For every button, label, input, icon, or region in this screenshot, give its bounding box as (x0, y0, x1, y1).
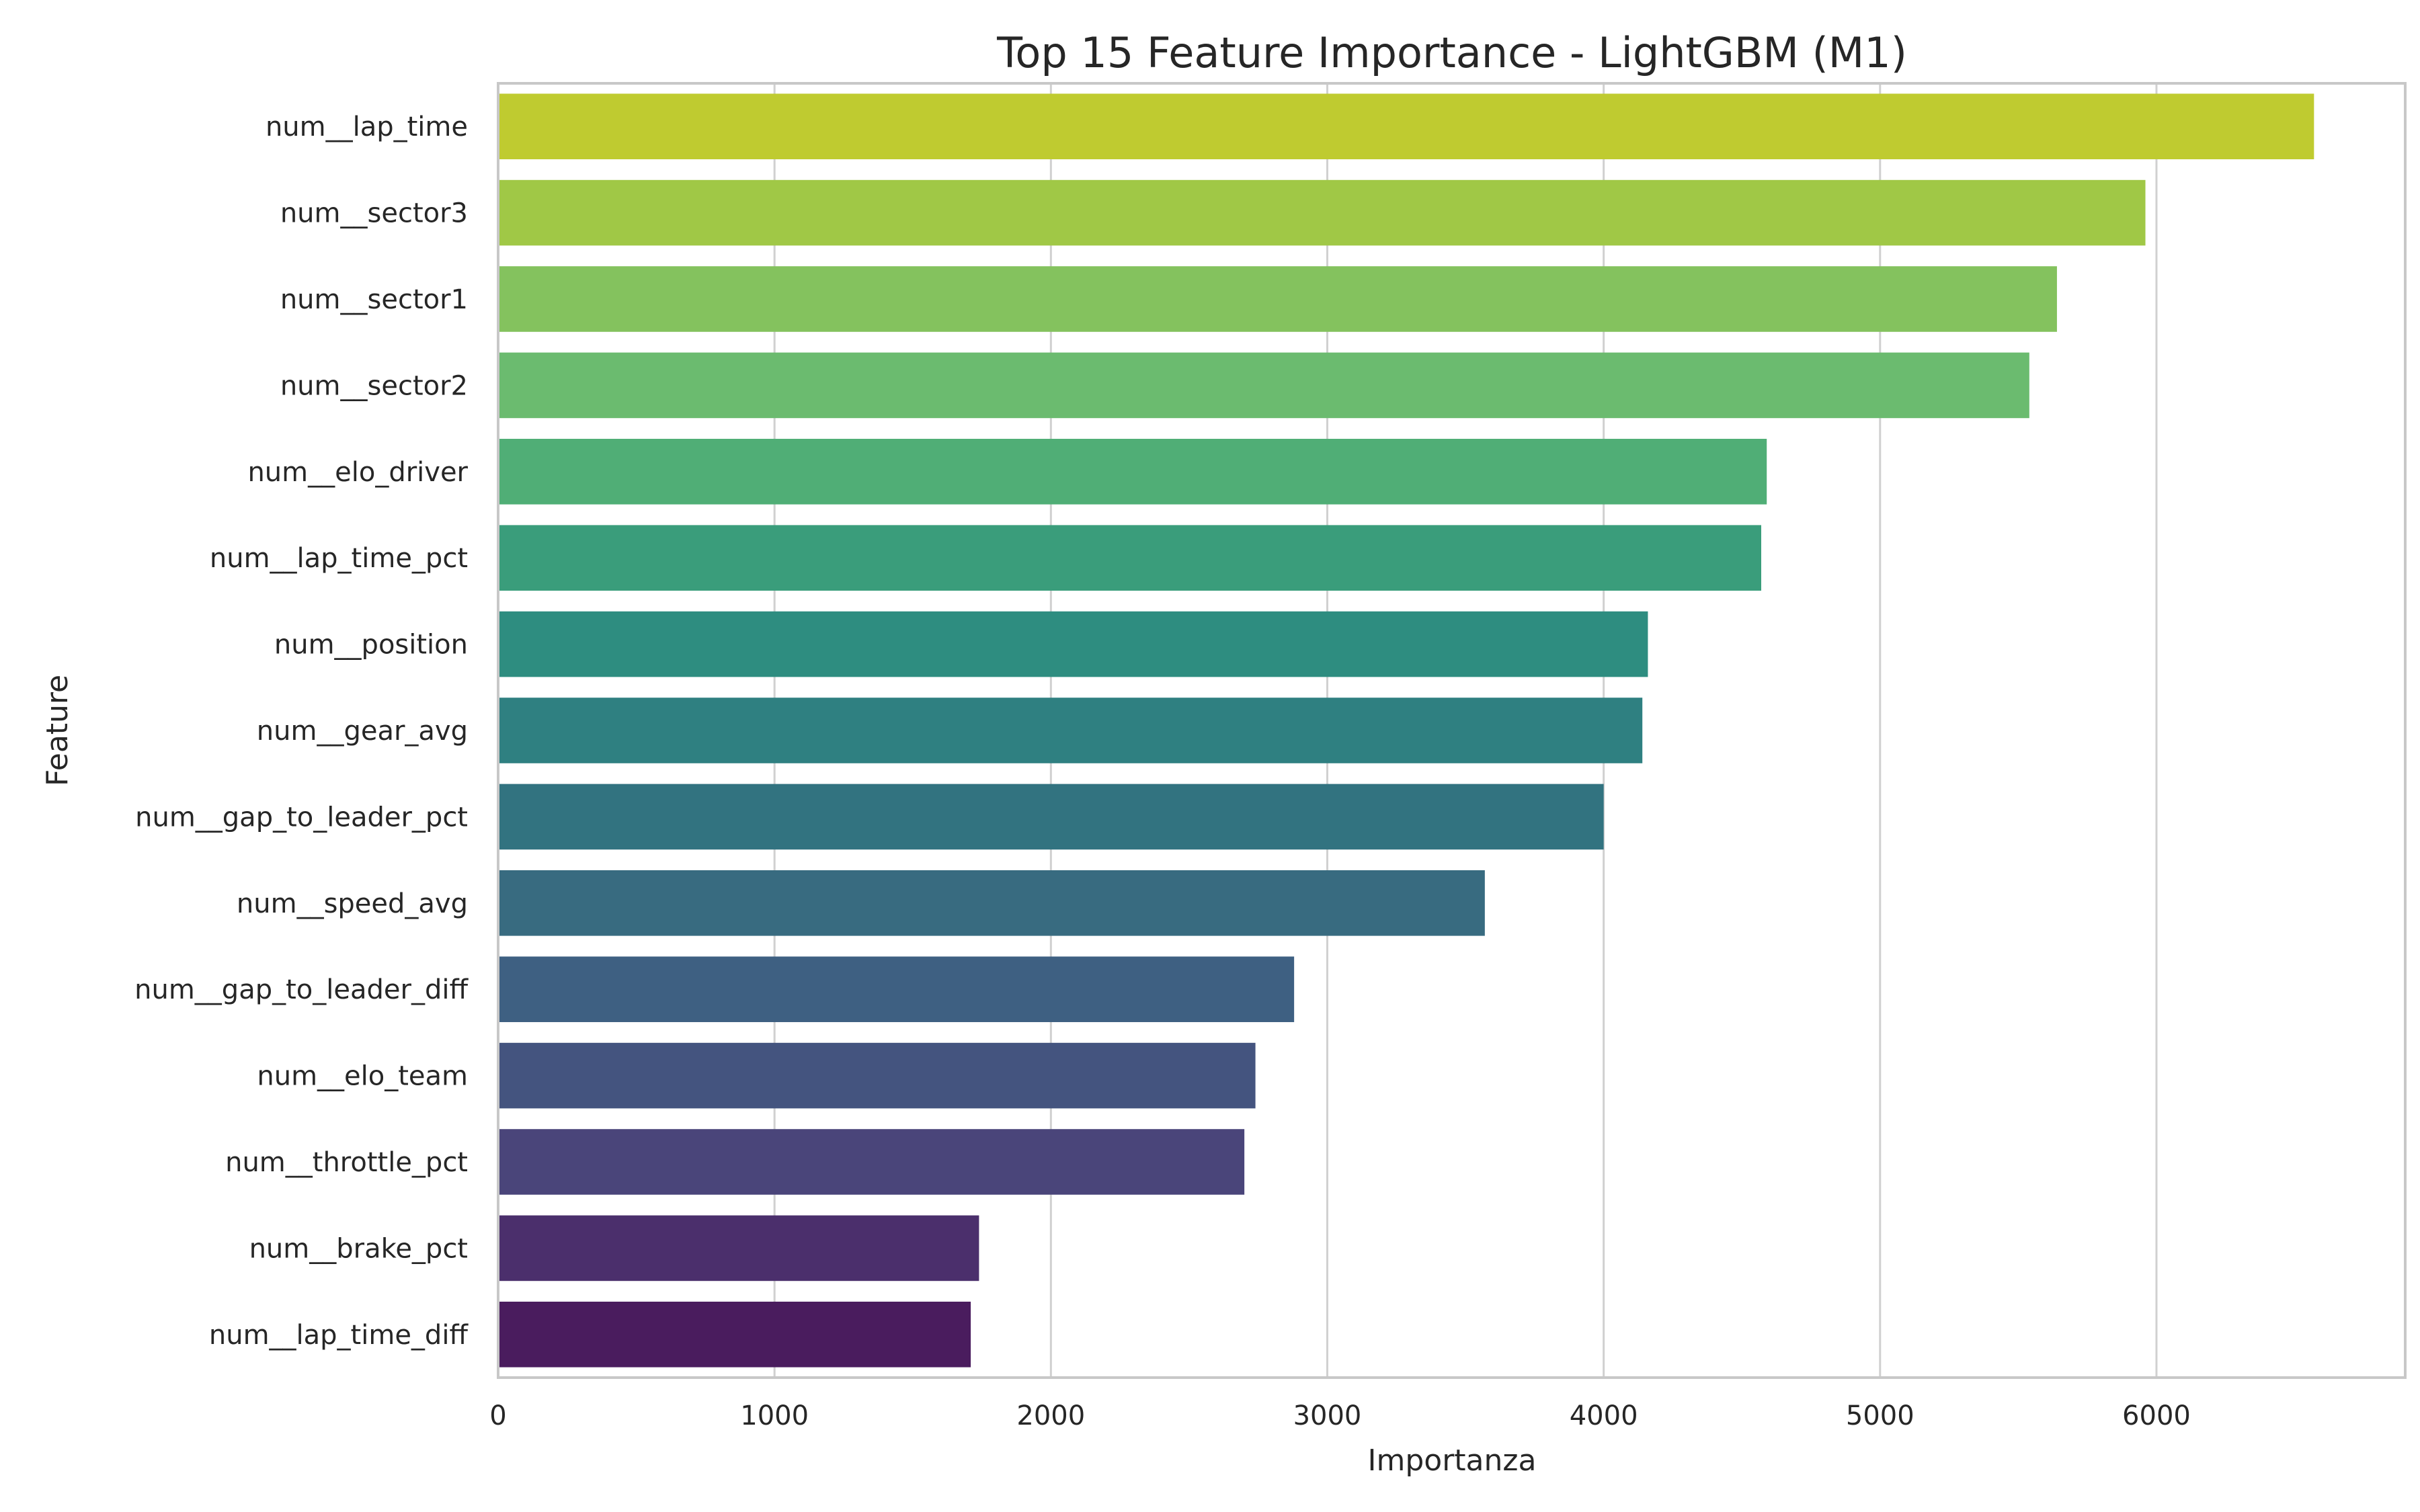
bar-num-elo-team (498, 1042, 1256, 1109)
x-tick-labels: 0 1000 2000 3000 4000 5000 6000 (489, 1400, 2191, 1431)
x-axis-label: Importanza (1368, 1443, 1537, 1478)
y-tick-label: num__sector2 (280, 370, 468, 401)
bars (498, 93, 2314, 1368)
y-tick-label: num__speed_avg (237, 888, 468, 919)
y-tick-label: num__elo_team (257, 1061, 468, 1092)
bar-num-throttle-pct (498, 1129, 1245, 1195)
y-tick-label: num__lap_time (266, 112, 468, 142)
x-tick-label: 4000 (1570, 1400, 1638, 1431)
bar-num-gap-to-leader-pct (498, 784, 1604, 850)
bar-num-lap-time-diff (498, 1302, 971, 1368)
bar-num-lap-time (498, 93, 2314, 159)
bar-num-lap-time-pct (498, 525, 1761, 591)
y-tick-label: num__elo_driver (247, 457, 468, 488)
y-tick-label: num__lap_time_diff (209, 1320, 469, 1351)
bar-num-speed-avg (498, 870, 1485, 936)
y-tick-label: num__gap_to_leader_diff (134, 974, 469, 1005)
bar-num-sector1 (498, 266, 2057, 332)
chart-title: Top 15 Feature Importance - LightGBM (M1… (996, 28, 1907, 77)
bar-num-sector2 (498, 352, 2029, 419)
x-tick-label: 3000 (1293, 1400, 1362, 1431)
x-tick-label: 5000 (1846, 1400, 1914, 1431)
x-tick-label: 2000 (1016, 1400, 1085, 1431)
x-tick-label: 1000 (740, 1400, 809, 1431)
y-tick-labels: num__lap_time num__sector3 num__sector1num… (134, 112, 469, 1351)
bar-num-brake-pct (498, 1215, 979, 1282)
x-tick-label: 6000 (2122, 1400, 2191, 1431)
y-tick-label: num__position (274, 630, 468, 661)
y-tick-label: num__brake_pct (249, 1233, 468, 1264)
plot-frame (497, 82, 2407, 1379)
bar-num-gap-to-leader-diff (498, 956, 1295, 1022)
bar-num-gear-avg (498, 698, 1643, 763)
y-axis-label: Feature (40, 675, 75, 786)
y-tick-label: num__lap_time_pct (210, 543, 468, 574)
y-tick-label: num__gear_avg (257, 716, 468, 747)
bar-num-sector3 (498, 179, 2146, 246)
y-tick-label: num__throttle_pct (225, 1147, 468, 1178)
bar-num-elo-driver (498, 439, 1767, 505)
y-tick-label: num__sector1 (280, 284, 468, 315)
x-tick-label: 0 (489, 1400, 506, 1431)
y-tick-label: num__sector3 (280, 198, 468, 229)
y-tick-label: num__gap_to_leader_pct (135, 802, 468, 833)
bar-num-position (498, 611, 1648, 677)
